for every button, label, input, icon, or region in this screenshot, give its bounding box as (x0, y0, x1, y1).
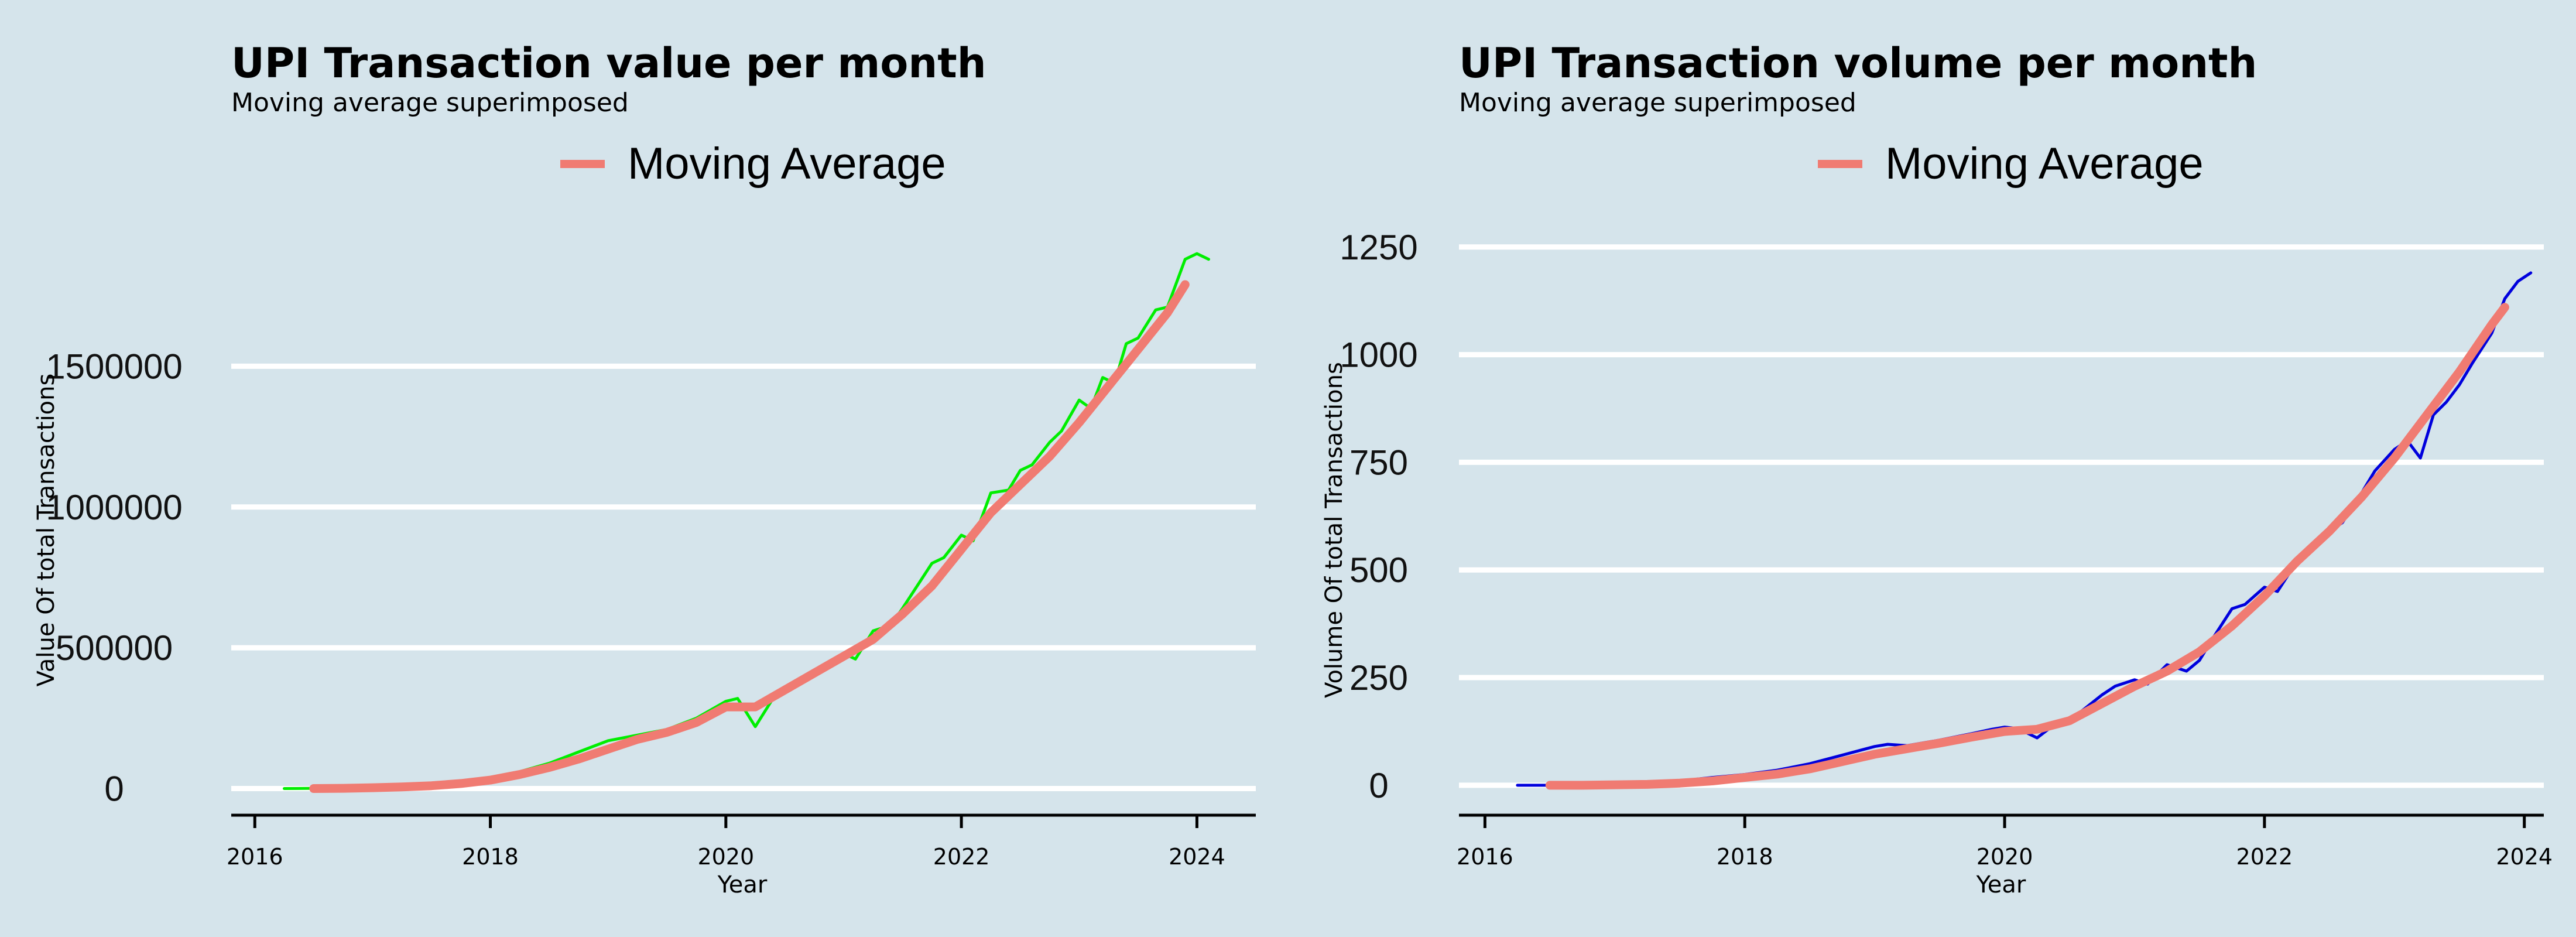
y-axis-title: Volume Of total Transactions (1321, 362, 1348, 698)
x-tick-label: 2024 (2496, 844, 2553, 870)
series-lines (283, 252, 1210, 793)
x-axis-title: Year (717, 871, 768, 898)
chart-subtitle: Moving average superimposed (231, 88, 629, 118)
x-axis-title: Year (1976, 871, 2026, 898)
series-lines (1516, 271, 2533, 790)
legend: Moving Average (1818, 139, 2204, 189)
x-tick-label: 2024 (1169, 844, 1225, 870)
x-tick-label: 2018 (462, 844, 519, 870)
chart-title: UPI Transaction volume per month (1459, 39, 2257, 87)
y-tick-label: 1500000 (46, 347, 183, 386)
y-tick-label: 500 (1349, 550, 1408, 590)
y-tick-label: 500000 (56, 628, 173, 668)
x-tick-label: 2022 (933, 844, 990, 870)
y-axis-title: Value Of total Transactions (33, 374, 60, 687)
moving-average-line (309, 280, 1190, 793)
legend-label: Moving Average (1885, 139, 2204, 189)
y-tick-label: 750 (1349, 443, 1408, 482)
x-axis: 2016 2018 2020 2022 2024 (227, 813, 1256, 870)
chart-panel-value: UPI Transaction value per month Moving a… (33, 39, 1256, 898)
x-tick-label: 2016 (1457, 844, 1513, 870)
y-tick-label: 250 (1349, 658, 1408, 697)
legend-label: Moving Average (628, 139, 946, 189)
legend: Moving Average (560, 139, 946, 189)
y-tick-label: 1250 (1340, 228, 1417, 267)
y-tick-label: 0 (1369, 766, 1388, 805)
x-tick-label: 2020 (1976, 844, 2033, 870)
x-tick-label: 2022 (2236, 844, 2293, 870)
x-tick-label: 2016 (227, 844, 283, 870)
y-tick-label: 1000 (1340, 336, 1417, 375)
x-tick-label: 2018 (1717, 844, 1773, 870)
x-axis: 2016 2018 2020 2022 2024 (1457, 813, 2553, 870)
y-tick-label: 1000000 (46, 488, 183, 527)
chart-panel-volume: UPI Transaction volume per month Moving … (1321, 39, 2553, 898)
y-tick-label: 0 (104, 770, 124, 809)
chart-title: UPI Transaction value per month (231, 39, 986, 87)
y-tick-labels: 0 250 500 750 1000 1250 (1340, 228, 1417, 805)
x-tick-label: 2020 (697, 844, 754, 870)
y-tick-labels: 0 500000 1000000 1500000 (46, 347, 183, 808)
chart-subtitle: Moving average superimposed (1459, 88, 1856, 118)
moving-average-line (1545, 303, 2509, 790)
